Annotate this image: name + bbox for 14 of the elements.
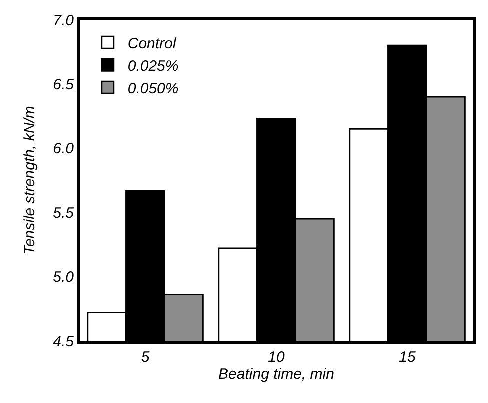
y-tick-label: 6.5: [53, 76, 75, 94]
x-tick-label: 5: [141, 349, 150, 366]
x-tick-label: 15: [399, 349, 416, 366]
legend-label: 0.050%: [128, 80, 179, 98]
y-tick-label: 4.5: [53, 333, 75, 350]
y-axis-title: Tensile strength, kN/m: [21, 106, 38, 255]
y-tick-label: 5.5: [53, 204, 75, 222]
legend-label: Control: [128, 36, 177, 53]
y-tick-label: 7.0: [53, 12, 75, 30]
y-tick-label: 5.0: [53, 269, 75, 286]
legend-label: 0.025%: [128, 58, 179, 76]
x-tick-label: 10: [268, 349, 286, 366]
y-tick-label: 6.0: [53, 140, 75, 158]
x-axis-title: Beating time, min: [218, 366, 334, 383]
